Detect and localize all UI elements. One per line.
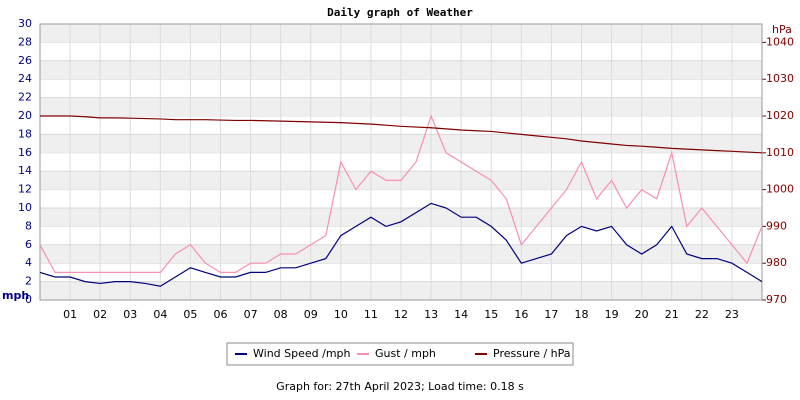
legend-label: Pressure / hPa bbox=[493, 347, 571, 360]
legend-label: Wind Speed /mph bbox=[253, 347, 351, 360]
y-tick-label: 12 bbox=[18, 183, 32, 196]
chart-title: Daily graph of Weather bbox=[327, 6, 473, 19]
series-line bbox=[39, 114, 763, 273]
y-tick-label: 2 bbox=[25, 275, 32, 288]
x-tick-label: 20 bbox=[635, 308, 649, 321]
y2-tick-label: 1020 bbox=[766, 109, 794, 122]
x-tick-label: 09 bbox=[304, 308, 318, 321]
y-tick-label: 22 bbox=[18, 91, 32, 104]
x-tick-label: 21 bbox=[665, 308, 679, 321]
x-tick-label: 12 bbox=[394, 308, 408, 321]
x-tick-label: 11 bbox=[364, 308, 378, 321]
legend-box bbox=[226, 342, 574, 366]
x-tick-label: 04 bbox=[153, 308, 167, 321]
y2-tick-label: 1000 bbox=[766, 183, 794, 196]
y2-tick-label: 1030 bbox=[766, 72, 794, 85]
x-tick-label: 19 bbox=[605, 308, 619, 321]
x-tick-label: 14 bbox=[454, 308, 468, 321]
y2-tick-label: 970 bbox=[766, 293, 787, 306]
x-tick-label: 08 bbox=[274, 308, 288, 321]
x-tick-label: 02 bbox=[93, 308, 107, 321]
legend-label: Gust / mph bbox=[375, 347, 436, 360]
y-tick-label: 28 bbox=[18, 35, 32, 48]
x-tick-label: 10 bbox=[334, 308, 348, 321]
series-line bbox=[39, 202, 763, 287]
footer: Graph for: 27th April 2023; Load time: 0… bbox=[276, 380, 524, 393]
y2-tick-label: 1010 bbox=[766, 146, 794, 159]
y2-tick-label: 980 bbox=[766, 256, 787, 269]
x-tick-label: 01 bbox=[63, 308, 77, 321]
y-tick-label: 14 bbox=[18, 164, 32, 177]
y-tick-label: 6 bbox=[25, 238, 32, 251]
y-tick-label: 16 bbox=[18, 146, 32, 159]
y2-tick-label: 990 bbox=[766, 219, 787, 232]
y-tick-label: 20 bbox=[18, 109, 32, 122]
y-tick-label: 10 bbox=[18, 201, 32, 214]
y-tick-label: 26 bbox=[18, 54, 32, 67]
x-tick-label: 22 bbox=[695, 308, 709, 321]
x-tick-label: 15 bbox=[484, 308, 498, 321]
x-tick-label: 06 bbox=[214, 308, 228, 321]
x-tick-label: 07 bbox=[244, 308, 258, 321]
x-tick-label: 13 bbox=[424, 308, 438, 321]
plot-frame bbox=[39, 23, 763, 301]
x-tick-label: 05 bbox=[183, 308, 197, 321]
x-tick-label: 23 bbox=[725, 308, 739, 321]
y-tick-label: 8 bbox=[25, 219, 32, 232]
y2-tick-label: 1040 bbox=[766, 35, 794, 48]
y-tick-label: 30 bbox=[18, 17, 32, 30]
x-tick-label: 16 bbox=[514, 308, 528, 321]
x-tick-label: 17 bbox=[544, 308, 558, 321]
y-axis-label: mph bbox=[2, 289, 29, 302]
y-tick-label: 0 bbox=[25, 293, 32, 306]
y-tick-label: 24 bbox=[18, 72, 32, 85]
y-tick-label: 4 bbox=[25, 256, 32, 269]
series-line bbox=[40, 115, 763, 154]
x-tick-label: 18 bbox=[575, 308, 589, 321]
y-tick-label: 18 bbox=[18, 127, 32, 140]
y2-axis-label: hPa bbox=[772, 23, 792, 36]
x-tick-label: 03 bbox=[123, 308, 137, 321]
